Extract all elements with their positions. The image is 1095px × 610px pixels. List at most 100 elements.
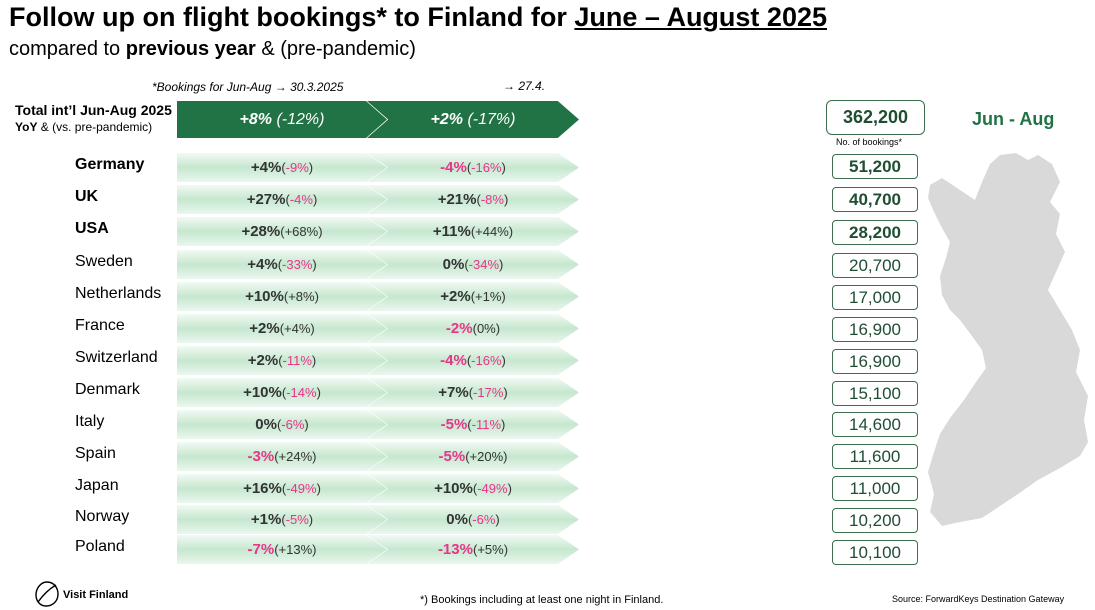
paren-open: ( bbox=[472, 321, 477, 336]
chevron-col1: +10% (+8%) bbox=[177, 282, 387, 311]
page-title: Follow up on flight bookings* to Finland… bbox=[9, 2, 827, 33]
paren-close: ) bbox=[312, 542, 317, 557]
paren-close: ) bbox=[311, 353, 317, 368]
change-sub: (+5%) bbox=[473, 542, 508, 557]
paren-close: ) bbox=[312, 192, 318, 207]
change-sub-value: +68% bbox=[284, 224, 319, 239]
paren-close: ) bbox=[499, 257, 504, 272]
chevron-col2: +7% (-17%) bbox=[367, 378, 579, 407]
change-sub-value: -9% bbox=[285, 160, 309, 175]
change-sub: (+13%) bbox=[274, 542, 316, 557]
paren-close: ) bbox=[508, 224, 514, 239]
paren-close: ) bbox=[314, 289, 319, 304]
bookings-box: 10,200 bbox=[832, 508, 918, 533]
change-sub: (-6%) bbox=[468, 512, 500, 527]
chevron-col2: -5% (+20%) bbox=[367, 442, 579, 471]
change-sub: (-5%) bbox=[281, 512, 313, 527]
paren-open: ( bbox=[281, 512, 286, 527]
country-label: Switzerland bbox=[75, 349, 158, 366]
change-main: +4% bbox=[250, 159, 282, 176]
chevron-col2: -4% (-16%) bbox=[367, 153, 579, 182]
change-sub-value: +44% bbox=[475, 224, 509, 239]
paren-open: ( bbox=[470, 289, 476, 304]
change-sub-value: -17% bbox=[473, 385, 504, 400]
change-sub: (-14%) bbox=[282, 385, 321, 400]
total-col1-main: +8% bbox=[239, 110, 272, 128]
paren-close: ) bbox=[503, 192, 509, 207]
bookings-box: 16,900 bbox=[832, 317, 918, 342]
chevron-col1: -7% (+13%) bbox=[177, 535, 387, 564]
paren-open: ( bbox=[468, 385, 474, 400]
paren-close: ) bbox=[312, 449, 317, 464]
paren-close: ) bbox=[501, 417, 506, 432]
change-main: +10% bbox=[434, 480, 473, 497]
change-sub-value: 0% bbox=[476, 321, 496, 336]
country-label: UK bbox=[75, 188, 99, 205]
subtitle: compared to previous year & (pre-pandemi… bbox=[9, 38, 416, 61]
paren-open: ( bbox=[281, 481, 287, 496]
country-label: Italy bbox=[75, 413, 105, 430]
change-sub-value: -11% bbox=[471, 417, 502, 432]
paren-close: ) bbox=[318, 224, 323, 239]
chevron-col2: +2% (+1%) bbox=[367, 282, 579, 311]
paren-close: ) bbox=[316, 385, 321, 400]
change-sub: (+1%) bbox=[471, 289, 506, 304]
change-sub-value: -49% bbox=[477, 481, 508, 496]
change-main: +27% bbox=[246, 191, 286, 208]
change-main: +2% bbox=[249, 320, 280, 337]
change-sub-value: -16% bbox=[471, 160, 502, 175]
change-main: -5% bbox=[438, 448, 466, 465]
change-main: 0% bbox=[255, 416, 277, 433]
change-sub: (-16%) bbox=[467, 160, 506, 175]
country-label: Germany bbox=[75, 156, 145, 173]
chevron-col2: -5% (-11%) bbox=[367, 410, 579, 439]
title-part1: Follow up on flight bookings* to Finland… bbox=[9, 2, 575, 32]
paren-close: ) bbox=[312, 257, 317, 272]
chevron-col1: -3% (+24%) bbox=[177, 442, 387, 471]
chevron-col1: +27% (-4%) bbox=[177, 185, 387, 214]
paren-open: ( bbox=[285, 192, 290, 207]
change-sub: (0%) bbox=[473, 321, 500, 336]
paren-open: ( bbox=[466, 160, 472, 175]
chevron-col2: +10% (-49%) bbox=[367, 474, 579, 503]
total-bookings-box: 362,200 bbox=[826, 100, 925, 135]
change-sub-value: +20% bbox=[469, 449, 504, 464]
title-period: June – August 2025 bbox=[574, 2, 827, 32]
chevron-col1: +1% (-5%) bbox=[177, 505, 387, 534]
bookings-box: 10,100 bbox=[832, 540, 918, 565]
subtitle-bold: previous year bbox=[125, 38, 256, 60]
change-main: 0% bbox=[446, 511, 468, 528]
paren-close: ) bbox=[495, 321, 501, 336]
logo-text: Visit Finland bbox=[63, 589, 129, 601]
bookings-box: 28,200 bbox=[832, 220, 918, 245]
paren-close: ) bbox=[501, 160, 506, 175]
change-sub-value: +8% bbox=[288, 289, 315, 304]
chevron-col2: +21% (-8%) bbox=[367, 185, 579, 214]
bookings-box: 11,000 bbox=[832, 476, 918, 501]
source: Source: ForwardKeys Destination Gateway bbox=[892, 594, 1065, 604]
paren-close: ) bbox=[310, 321, 315, 336]
paren-open: ( bbox=[476, 192, 481, 207]
total-chevron-col2: +2% (-17%) bbox=[367, 101, 579, 138]
change-sub-value: +1% bbox=[475, 289, 502, 304]
visit-finland-logo-icon bbox=[35, 581, 59, 607]
change-sub: (-8%) bbox=[476, 192, 508, 207]
change-sub: (+24%) bbox=[274, 449, 316, 464]
finland-shape bbox=[928, 153, 1088, 526]
change-sub: (-11%) bbox=[467, 417, 505, 432]
finland-map bbox=[928, 153, 1088, 526]
chevron-col2: 0% (-34%) bbox=[367, 250, 579, 279]
change-sub: (-9%) bbox=[281, 160, 313, 175]
chevron-col1: 0% (-6%) bbox=[177, 410, 387, 439]
change-sub: (+4%) bbox=[280, 321, 315, 336]
total-label-line1: Total int’l Jun-Aug 2025 bbox=[15, 102, 172, 118]
change-sub: (+8%) bbox=[284, 289, 319, 304]
paren-open: ( bbox=[274, 542, 279, 557]
country-label: Norway bbox=[75, 508, 130, 525]
change-sub: (+68%) bbox=[280, 224, 322, 239]
change-sub-value: -49% bbox=[286, 481, 317, 496]
total-col2-main: +2% bbox=[430, 110, 463, 128]
paren-open: ( bbox=[467, 512, 473, 527]
country-label: Spain bbox=[75, 445, 116, 462]
change-main: +2% bbox=[247, 352, 279, 369]
